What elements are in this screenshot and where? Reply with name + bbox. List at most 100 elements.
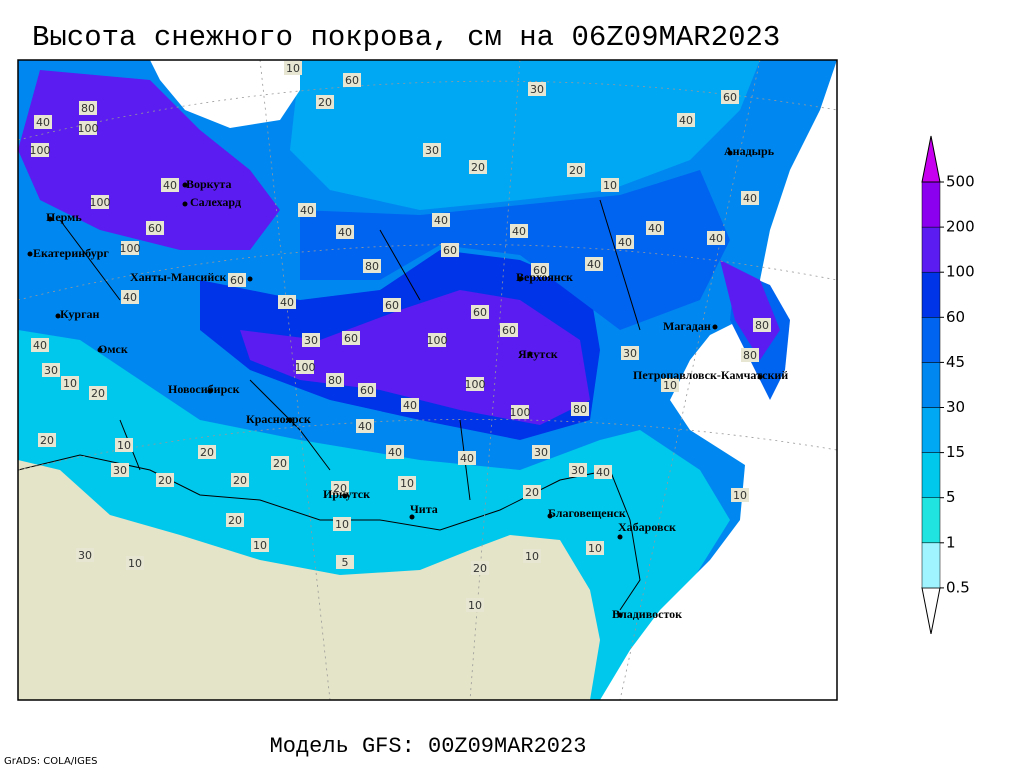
value-label: 10 — [661, 378, 679, 392]
value-label-bg — [31, 143, 49, 157]
city-dot — [342, 493, 348, 499]
value-label: 10 — [731, 488, 749, 502]
value-label: 100 — [30, 143, 51, 157]
value-label: 100 — [295, 360, 316, 374]
value-label-text: 10 — [335, 518, 349, 531]
value-label: 20 — [198, 445, 216, 459]
city-dot — [182, 182, 188, 188]
value-label: 20 — [271, 456, 289, 470]
value-label-text: 40 — [679, 114, 693, 127]
value-label: 30 — [111, 463, 129, 477]
value-label-bg — [336, 555, 354, 569]
value-label: 30 — [621, 346, 639, 360]
value-label-text: 100 — [510, 406, 531, 419]
value-label-bg — [79, 121, 97, 135]
value-label-bg — [343, 73, 361, 87]
value-label-text: 10 — [128, 557, 142, 570]
value-label-text: 20 — [473, 562, 487, 575]
city-dot — [727, 150, 733, 156]
value-label-bg — [661, 378, 679, 392]
value-label-text: 20 — [569, 164, 583, 177]
value-label-bg — [34, 115, 52, 129]
value-label-bg — [721, 90, 739, 104]
city-dot — [47, 216, 53, 222]
value-label: 40 — [386, 445, 404, 459]
value-label-bg — [358, 383, 376, 397]
value-label: 40 — [510, 224, 528, 238]
value-label-bg — [386, 445, 404, 459]
colorbar-segment — [921, 542, 941, 589]
value-label-text: 20 — [525, 486, 539, 499]
value-label: 100 — [510, 405, 531, 419]
value-label: 40 — [677, 113, 695, 127]
value-label: 40 — [336, 225, 354, 239]
value-label: 20 — [567, 163, 585, 177]
colorbar-segment — [921, 181, 941, 228]
value-label: 10 — [126, 556, 144, 570]
value-label: 60 — [228, 273, 246, 287]
city-name: Владивосток — [612, 607, 682, 621]
value-label: 60 — [358, 383, 376, 397]
arctic-ice — [290, 60, 760, 210]
value-label: 40 — [401, 398, 419, 412]
value-label: 10 — [251, 538, 269, 552]
value-label: 30 — [532, 445, 550, 459]
value-label-text: 30 — [44, 364, 58, 377]
colorbar-label: 500 — [946, 173, 975, 191]
value-label-bg — [707, 231, 725, 245]
value-label-bg — [677, 113, 695, 127]
value-label: 20 — [331, 481, 349, 495]
value-label: 60 — [531, 263, 549, 277]
value-label-bg — [356, 419, 374, 433]
value-label: 60 — [383, 298, 401, 312]
value-label: 100 — [78, 121, 99, 135]
value-label-bg — [326, 373, 344, 387]
city-name: Красноярск — [246, 412, 311, 426]
value-label-bg — [316, 95, 334, 109]
value-label-bg — [121, 241, 139, 255]
value-label-bg — [228, 273, 246, 287]
value-label-text: 100 — [78, 122, 99, 135]
value-label: 60 — [500, 323, 518, 337]
colorbar-segment — [921, 271, 941, 318]
colorbar-label: 15 — [946, 443, 965, 461]
value-label-bg — [466, 377, 484, 391]
value-label: 40 — [161, 178, 179, 192]
city-name: Благовещенск — [548, 506, 626, 520]
value-label-bg — [111, 463, 129, 477]
value-label-text: 40 — [280, 296, 294, 309]
value-label-text: 80 — [81, 102, 95, 115]
city-name: Салехард — [190, 195, 241, 209]
city-dot — [517, 276, 523, 282]
value-label-bg — [401, 398, 419, 412]
value-label-text: 20 — [40, 434, 54, 447]
value-label-text: 40 — [33, 339, 47, 352]
city-dot — [617, 612, 623, 618]
city-name: Омск — [98, 342, 128, 356]
value-label-text: 10 — [588, 542, 602, 555]
colorbar-segment — [921, 497, 941, 544]
city-name: Петропавловск-Камчатский — [633, 368, 788, 382]
value-label-text: 40 — [123, 291, 137, 304]
value-label: 40 — [616, 235, 634, 249]
value-label-bg — [156, 473, 174, 487]
value-label-text: 60 — [385, 299, 399, 312]
value-label: 40 — [594, 465, 612, 479]
value-label-bg — [567, 163, 585, 177]
city-name: Верхоянск — [516, 270, 573, 284]
value-label: 40 — [458, 451, 476, 465]
value-label: 40 — [707, 231, 725, 245]
value-label: 10 — [284, 61, 302, 75]
colorbar-label: 45 — [946, 353, 965, 371]
title: Высота снежного покрова, см на 06Z09MAR2… — [32, 21, 780, 54]
value-label-text: 10 — [400, 477, 414, 490]
value-label-bg — [333, 517, 351, 531]
value-label: 20 — [231, 473, 249, 487]
value-label-text: 10 — [468, 599, 482, 612]
value-label-bg — [586, 541, 604, 555]
city-name: Пермь — [46, 210, 82, 224]
value-label: 40 — [432, 213, 450, 227]
value-label-text: 40 — [743, 192, 757, 205]
value-label-bg — [398, 476, 416, 490]
